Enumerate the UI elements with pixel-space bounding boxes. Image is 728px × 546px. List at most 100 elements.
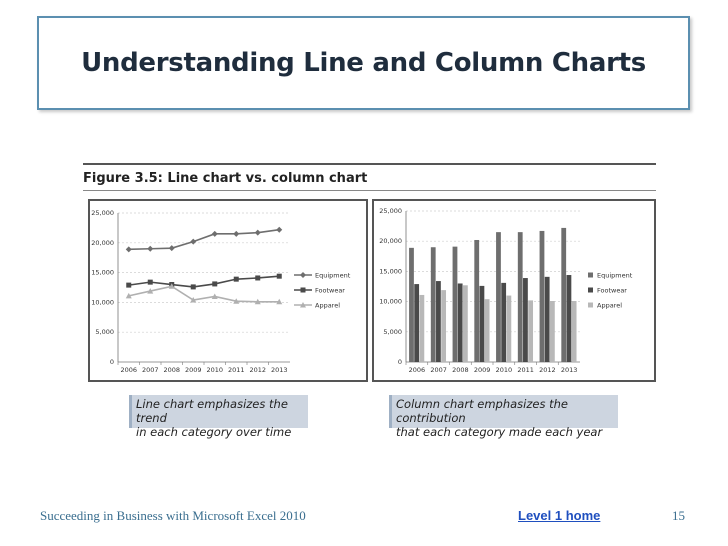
column-chart-caption: Column chart emphasizes the contribution… (389, 395, 618, 439)
line-chart-frame: 0 5,000 10,000 15,000 20,000 25,000 2006 2007 20… (88, 199, 368, 382)
y-tick-label: 5,000 (95, 328, 114, 336)
bar-footwear (501, 282, 507, 362)
legend-swatch (588, 287, 593, 293)
bar-equipment (474, 239, 480, 362)
y-tick-label: 0 (110, 358, 114, 366)
y-tick-label: 10,000 (379, 298, 402, 306)
x-tick-label: 2006 (409, 366, 426, 374)
caption-accent-bar (389, 395, 392, 428)
bar-apparel (506, 295, 512, 362)
legend-label: Footwear (597, 287, 627, 295)
bar-footwear (523, 278, 528, 362)
data-point (168, 283, 175, 289)
data-point (147, 245, 154, 252)
data-point (190, 238, 197, 245)
y-tick-label: 15,000 (379, 267, 402, 275)
x-tick-label: 2007 (142, 366, 159, 374)
data-point (233, 230, 240, 237)
line-caption-line-1: Line chart emphasizes the trend (136, 397, 288, 425)
x-tick-label: 2013 (271, 366, 288, 374)
bar-footwear (566, 275, 572, 362)
bar-equipment (539, 230, 545, 362)
x-tick-label: 2011 (517, 366, 534, 374)
x-tick-label: 2010 (496, 366, 513, 374)
legend-label: Equipment (597, 272, 633, 280)
bar-apparel (441, 290, 447, 362)
x-tick-label: 2012 (249, 366, 266, 374)
x-tick-label: 2009 (474, 366, 491, 374)
legend-label: Equipment (315, 272, 351, 280)
series-line-equipment (128, 228, 280, 251)
x-tick-label: 2011 (228, 366, 245, 374)
data-point (233, 298, 240, 304)
series-line-footwear (128, 275, 280, 288)
y-tick-label: 0 (398, 358, 402, 366)
bar-equipment (452, 246, 458, 362)
bar-apparel (549, 300, 555, 362)
slide-title: Understanding Line and Column Charts (81, 48, 646, 78)
bar-footwear (544, 276, 550, 362)
bar-apparel (528, 300, 534, 362)
bar-apparel (571, 300, 577, 362)
data-point (190, 297, 197, 303)
bar-equipment (561, 227, 567, 362)
line-chart-caption: Line chart emphasizes the trend in each … (129, 395, 308, 439)
level-1-home-link[interactable]: Level 1 home (518, 508, 601, 523)
x-tick-label: 2008 (163, 366, 180, 374)
bar-equipment (496, 232, 501, 362)
caption-accent-bar (129, 395, 132, 428)
data-point (276, 298, 283, 305)
legend-swatch (588, 272, 593, 278)
data-point (254, 298, 261, 305)
data-point (168, 245, 175, 252)
legend-label: Apparel (315, 302, 340, 310)
data-point (233, 276, 239, 282)
y-tick-label: 15,000 (91, 269, 114, 277)
bar-equipment (517, 232, 523, 362)
bar-footwear (479, 285, 485, 362)
y-tick-label: 25,000 (91, 209, 114, 217)
x-tick-label: 2010 (206, 366, 223, 374)
column-caption-line-2: that each category made each year (396, 425, 603, 439)
data-point (147, 279, 153, 285)
data-point (125, 246, 132, 253)
bar-footwear (457, 283, 463, 362)
y-tick-label: 25,000 (379, 207, 402, 215)
series-line-apparel (128, 285, 280, 303)
bar-footwear (414, 284, 420, 362)
bar-footwear (436, 281, 441, 362)
data-point (126, 282, 132, 288)
data-point (254, 229, 261, 236)
y-tick-label: 20,000 (379, 237, 402, 245)
bar-apparel (462, 285, 468, 362)
bar-equipment (430, 247, 436, 362)
y-tick-label: 10,000 (91, 298, 114, 306)
bar-apparel (484, 299, 490, 362)
bar-equipment (409, 247, 414, 362)
y-tick-label: 5,000 (383, 328, 402, 336)
column-caption-line-1: Column chart emphasizes the contribution (396, 397, 568, 425)
y-tick-label: 20,000 (91, 239, 114, 247)
data-point (211, 293, 218, 299)
figure-top-rule (83, 163, 656, 165)
figure-title-rule (83, 190, 656, 191)
bar-apparel (419, 294, 425, 362)
data-point (211, 230, 218, 237)
legend-marker (300, 272, 306, 278)
x-tick-label: 2006 (120, 366, 137, 374)
legend-marker (300, 287, 306, 293)
legend-marker (300, 302, 306, 308)
column-chart-frame: 0 5,000 10,000 15,000 20,000 25,000 2006 2007 20… (372, 199, 656, 382)
x-tick-label: 2008 (452, 366, 469, 374)
x-tick-label: 2013 (561, 366, 578, 374)
data-point (276, 226, 283, 233)
legend-label: Apparel (597, 302, 622, 310)
x-tick-label: 2007 (430, 366, 447, 374)
legend-swatch (588, 302, 593, 308)
data-point (212, 281, 218, 287)
x-tick-label: 2009 (185, 366, 202, 374)
figure-title: Figure 3.5: Line chart vs. column chart (83, 171, 368, 186)
x-tick-label: 2012 (539, 366, 556, 374)
line-chart: 0 5,000 10,000 15,000 20,000 25,000 2006 2007 20… (91, 209, 351, 374)
data-point (255, 275, 261, 281)
